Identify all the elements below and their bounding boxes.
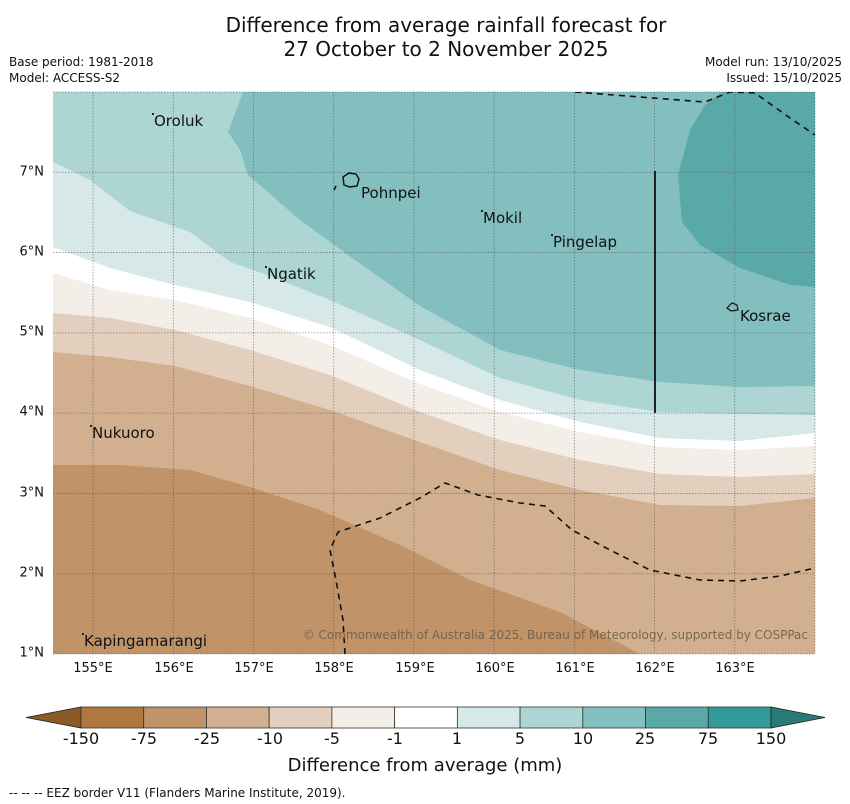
model-name: Model: ACCESS-S2 (9, 71, 121, 85)
lat-tick-label: 5°N (19, 324, 45, 340)
colorbar-segment (519, 706, 584, 729)
eez-footnote: -- -- -- EEZ border V11 (Flanders Marine… (9, 786, 346, 800)
place-label-pingelap: Pingelap (551, 233, 618, 251)
band-25-75 (678, 92, 815, 287)
lat-tick-label: 1°N (19, 645, 45, 661)
place-label-nukuoro: Nukuoro (90, 424, 155, 442)
location-dot (82, 633, 84, 635)
colorbar-tick-label: 10 (572, 729, 594, 748)
location-dot (90, 425, 92, 427)
colorbar-tick-label: -25 (193, 729, 221, 748)
lat-tick-label: 4°N (19, 404, 45, 420)
place-label-pohnpei: Pohnpei (361, 184, 421, 202)
location-dot (551, 234, 553, 236)
colorbar-segments (25, 706, 826, 729)
lon-tick-label: 157°E (234, 661, 274, 676)
place-label-ngatik: Ngatik (265, 265, 316, 283)
title-line-2: 27 October to 2 November 2025 (283, 37, 609, 61)
colorbar-segment (394, 706, 458, 729)
place-label-kapingamarangi: Kapingamarangi (82, 632, 208, 650)
location-dot (481, 210, 483, 212)
colorbar-label: Difference from average (mm) (287, 755, 563, 776)
eez-border-north (574, 92, 815, 136)
copyright-notice: © Commonwealth of Australia 2025, Bureau… (302, 628, 808, 642)
place-label-kosrae: Kosrae (740, 307, 791, 325)
model-run: Model run: 13/10/2025 (704, 55, 842, 69)
lon-tick-label: 163°E (715, 661, 755, 676)
location-dot (265, 266, 267, 268)
graticule (53, 91, 816, 655)
colorbar-segment (268, 706, 333, 729)
title-line-1: Difference from average rainfall forecas… (225, 13, 667, 37)
colorbar-extend-low (25, 706, 82, 729)
meta-left: Base period: 1981-2018 Model: ACCESS-S2 (9, 54, 154, 86)
lon-tick-label: 162°E (635, 661, 675, 676)
colorbar-segment (645, 706, 709, 729)
lon-tick-label: 155°E (73, 661, 113, 676)
lon-tick-label: 161°E (555, 661, 595, 676)
contour-fill-layer (53, 92, 815, 654)
lon-tick-label: 159°E (395, 661, 435, 676)
colorbar-tick-label: -1 (387, 729, 403, 748)
lon-tick-label: 158°E (314, 661, 354, 676)
eez-border-south (329, 482, 815, 654)
eez-border (329, 92, 815, 654)
colorbar-segment (707, 706, 772, 729)
colorbar-tick-label: -150 (62, 729, 100, 748)
colorbar-tick-label: -5 (324, 729, 340, 748)
base-period: Base period: 1981-2018 (9, 55, 154, 69)
colorbar-tick-label: 75 (697, 729, 719, 748)
place-label-oroluk: Oroluk (152, 112, 204, 130)
colorbar-segment (143, 706, 207, 729)
pohnpei-island-outline (342, 172, 360, 188)
colorbar-segment (582, 706, 646, 729)
colorbar-segment (206, 706, 270, 729)
colorbar-tick-label: 150 (755, 729, 787, 748)
kosrae-island-outline (726, 302, 739, 312)
lat-tick-label: 6°N (19, 244, 45, 260)
lat-tick-label: 2°N (19, 565, 45, 581)
chart-title: Difference from average rainfall forecas… (0, 13, 850, 61)
place-label-mokil: Mokil (481, 209, 523, 227)
meta-right: Model run: 13/10/2025 Issued: 15/10/2025 (705, 54, 842, 86)
colorbar-segment (331, 706, 396, 729)
colorbar-tick-label: 25 (634, 729, 656, 748)
lat-tick-label: 3°N (19, 485, 45, 501)
colorbar-tick-label: 5 (514, 729, 526, 748)
band-10-25 (228, 92, 815, 387)
eez-border-pohnpei-tick (333, 185, 337, 191)
colorbar-tick-label: 1 (451, 729, 463, 748)
lat-tick-label: 7°N (19, 164, 45, 180)
lon-tick-label: 156°E (154, 661, 194, 676)
location-dot (152, 113, 154, 115)
issued-date: Issued: 15/10/2025 (726, 71, 842, 85)
colorbar-segment (456, 706, 521, 729)
colorbar-tick-label: -10 (256, 729, 284, 748)
colorbar-segment (80, 706, 145, 729)
lon-tick-label: 160°E (475, 661, 515, 676)
forecast-map (53, 91, 816, 655)
colorbar-tick-label: -75 (130, 729, 158, 748)
colorbar-extend-high (770, 706, 826, 729)
